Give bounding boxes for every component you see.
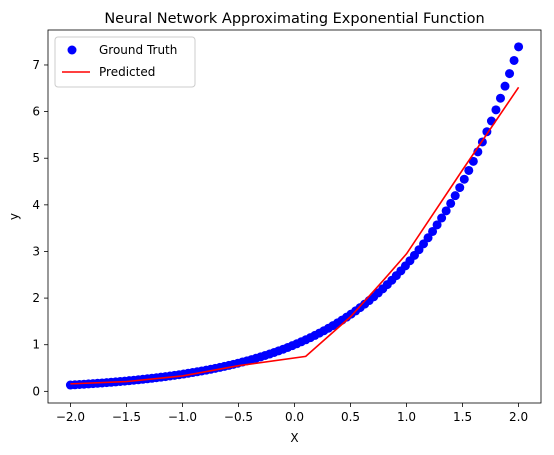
- x-tick-label: 1.5: [453, 410, 472, 424]
- ground-truth-series: [65, 42, 524, 390]
- x-tick-label: 2.0: [509, 410, 528, 424]
- y-axis: 0 1 2 3 4 5 6 7: [32, 58, 48, 398]
- y-tick-label: 4: [32, 198, 40, 212]
- legend-label-ground-truth: Ground Truth: [99, 43, 177, 57]
- ground-truth-point: [491, 105, 501, 115]
- ground-truth-point: [423, 233, 433, 243]
- ground-truth-point: [446, 198, 456, 208]
- x-tick-label: −2.0: [56, 410, 85, 424]
- ground-truth-point: [514, 42, 524, 52]
- y-tick-label: 6: [32, 105, 40, 119]
- x-axis-label: X: [290, 431, 298, 445]
- legend-box: [54, 36, 196, 88]
- ground-truth-point: [450, 191, 460, 201]
- y-tick-label: 2: [32, 291, 40, 305]
- y-tick-label: 3: [32, 244, 40, 258]
- ground-truth-point: [432, 220, 442, 230]
- y-tick-label: 7: [32, 58, 40, 72]
- predicted-series-line: [70, 86, 520, 385]
- y-tick-label: 0: [32, 384, 40, 398]
- legend-marker-ground-truth: [67, 45, 77, 55]
- y-tick-label: 5: [32, 151, 40, 165]
- ground-truth-point: [464, 165, 474, 175]
- legend-label-predicted: Predicted: [99, 65, 155, 79]
- x-tick-label: 1.0: [397, 410, 416, 424]
- x-tick-label: 0.0: [285, 410, 304, 424]
- ground-truth-point: [509, 55, 519, 65]
- ground-truth-point: [455, 183, 465, 193]
- x-tick-label: 0.5: [341, 410, 360, 424]
- ground-truth-point: [468, 156, 478, 166]
- ground-truth-point: [505, 69, 515, 79]
- y-axis-label: y: [7, 213, 21, 220]
- y-tick-label: 1: [32, 338, 40, 352]
- chart-title: Neural Network Approximating Exponential…: [104, 11, 484, 27]
- x-axis: −2.0 −1.5 −1.0 −0.5 0.0 0.5 1.0 1.5 2.0: [56, 403, 528, 424]
- x-tick-label: −0.5: [224, 410, 253, 424]
- x-tick-label: −1.0: [168, 410, 197, 424]
- x-tick-label: −1.5: [112, 410, 141, 424]
- ground-truth-point: [441, 206, 451, 216]
- ground-truth-point: [500, 81, 510, 91]
- ground-truth-point: [495, 93, 505, 103]
- legend: Ground Truth Predicted: [54, 36, 196, 88]
- ground-truth-point: [428, 226, 438, 236]
- ground-truth-point: [459, 174, 469, 184]
- ground-truth-point: [437, 213, 447, 223]
